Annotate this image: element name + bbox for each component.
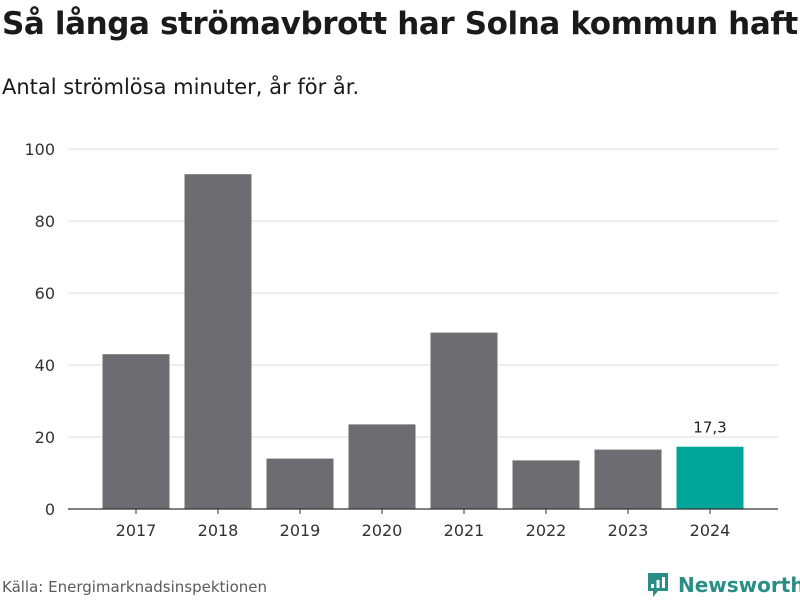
chart-title: Så långa strömavbrott har Solna kommun h… [2, 6, 798, 42]
x-tick-label-2017: 2017 [116, 521, 157, 540]
brand-name: Newsworthy [678, 573, 800, 597]
newsworthy-brand[interactable]: Newsworthy [646, 570, 800, 600]
data-labels: 17,3 [693, 419, 726, 437]
bar-2018[interactable] [184, 174, 252, 509]
y-axis-ticks: 0 20 40 60 80 100 [24, 140, 55, 519]
x-tick-label-2018: 2018 [198, 521, 239, 540]
x-tick-label-2024: 2024 [690, 521, 731, 540]
x-tick-label-2022: 2022 [526, 521, 567, 540]
y-tick-label-60: 60 [35, 284, 55, 303]
bar-2021[interactable] [430, 332, 498, 509]
y-tick-label-0: 0 [45, 500, 55, 519]
bar-2024[interactable] [676, 446, 744, 509]
x-axis-ticks: 2017 2018 2019 2020 2021 2022 2023 2024 [116, 509, 731, 540]
chart-subtitle: Antal strömlösa minuter, år för år. [2, 75, 360, 99]
bar-2019[interactable] [266, 458, 334, 509]
y-tick-label-20: 20 [35, 428, 55, 447]
x-tick-label-2019: 2019 [280, 521, 321, 540]
bar-2023[interactable] [594, 449, 662, 509]
y-tick-label-40: 40 [35, 356, 55, 375]
y-tick-label-100: 100 [24, 140, 55, 159]
x-tick-label-2020: 2020 [362, 521, 403, 540]
data-label-2024: 17,3 [693, 419, 726, 437]
newsworthy-logo-icon [648, 573, 668, 597]
x-tick-label-2021: 2021 [444, 521, 485, 540]
gridlines [68, 148, 778, 438]
bar-2022[interactable] [512, 460, 580, 509]
bars [102, 174, 744, 509]
y-tick-label-80: 80 [35, 212, 55, 231]
source-note: Källa: Energimarknadsinspektionen [2, 578, 268, 596]
bar-2017[interactable] [102, 354, 170, 509]
bar-2020[interactable] [348, 424, 416, 509]
x-tick-label-2023: 2023 [608, 521, 649, 540]
